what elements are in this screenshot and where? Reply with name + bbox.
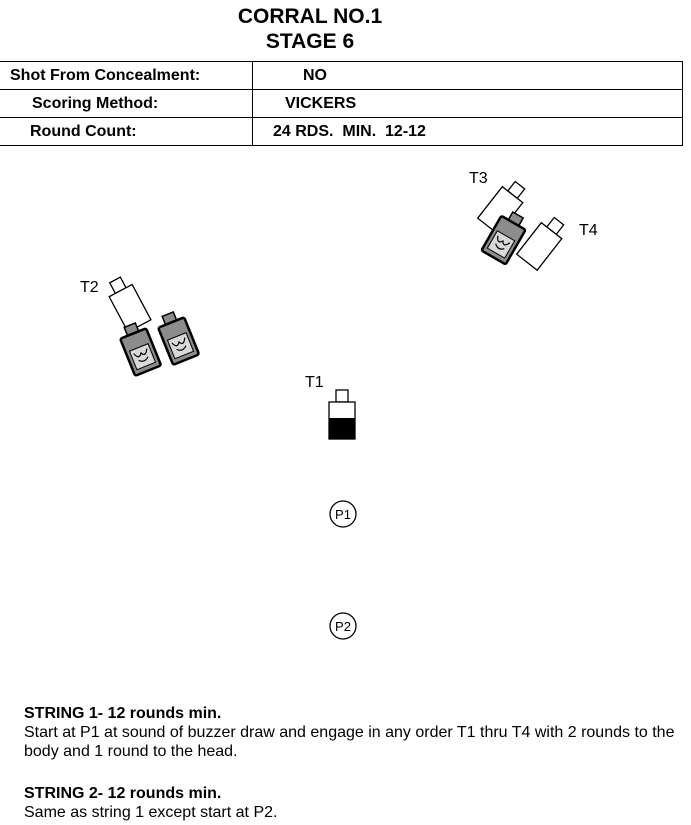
stage-diagram: T2 T3 T4 T1 P1 P2	[80, 170, 598, 640]
target-t2-group: T2	[80, 273, 201, 378]
position-marker-icon	[329, 500, 357, 528]
target-label-t4: T4	[579, 222, 598, 239]
info-row-concealment: Shot From Concealment: NO	[0, 61, 683, 90]
position-marker-icon	[329, 612, 357, 640]
info-label: Shot From Concealment:	[0, 61, 253, 90]
string-2-heading: STRING 2- 12 rounds min.	[24, 785, 222, 802]
target-label-t2: T2	[80, 279, 99, 296]
target-t1-group: T1	[305, 374, 356, 440]
position-label-p1: P1	[335, 507, 351, 522]
no-shoot-target-icon	[115, 318, 163, 378]
string-2-text: Same as string 1 except start at P2.	[24, 804, 278, 821]
info-label: Round Count:	[0, 117, 253, 146]
target-label-t1: T1	[305, 374, 324, 391]
position-label-p2: P2	[335, 619, 351, 634]
stage-subtitle: STAGE 6	[265, 30, 355, 53]
string-1-text: Start at P1 at sound of buzzer draw and …	[24, 724, 675, 760]
stage-title: CORRAL NO.1	[237, 5, 383, 28]
info-label: Scoring Method:	[0, 89, 253, 118]
string-2-description: STRING 2- 12 rounds min. Same as string …	[24, 784, 684, 822]
shoot-target-icon	[328, 389, 356, 440]
shooting-position-p1: P1	[329, 500, 357, 528]
shoot-target-icon	[102, 273, 152, 333]
info-row-scoring: Scoring Method: VICKERS	[0, 89, 683, 118]
info-row-round-count: Round Count: 24 RDS. MIN. 12-12	[0, 117, 683, 146]
string-1-heading: STRING 1- 12 rounds min.	[24, 705, 222, 722]
shoot-target-icon	[516, 212, 570, 271]
target-label-t3: T3	[469, 170, 488, 187]
shooting-position-p2: P2	[329, 612, 357, 640]
target-t3-t4-group: T3 T4	[469, 170, 598, 271]
no-shoot-target-icon	[153, 307, 201, 367]
stage-info-table: Shot From Concealment: NO Scoring Method…	[0, 61, 683, 146]
info-value: 24 RDS. MIN. 12-12	[252, 117, 683, 146]
string-1-description: STRING 1- 12 rounds min. Start at P1 at …	[24, 704, 684, 761]
